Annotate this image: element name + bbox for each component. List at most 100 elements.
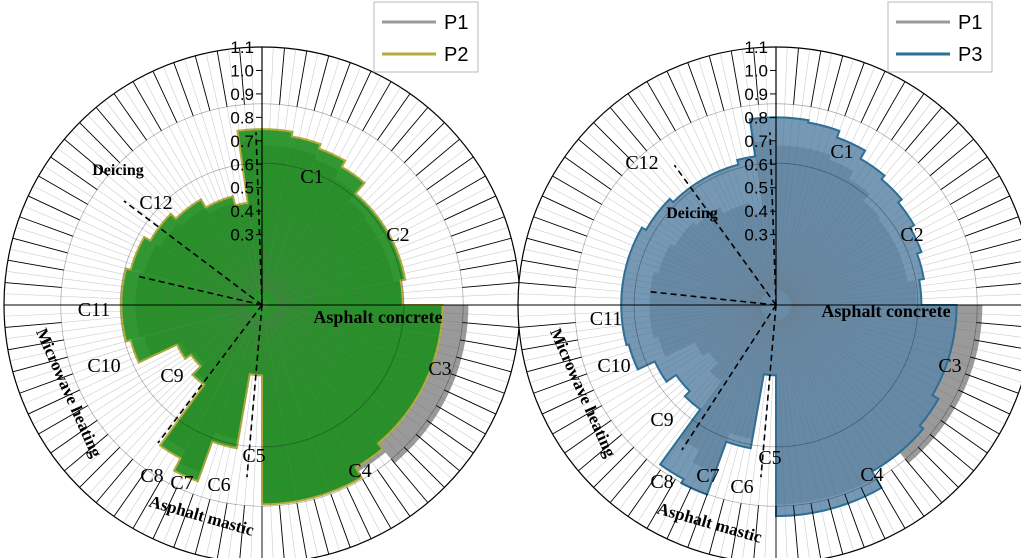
bar-p3 xyxy=(776,253,924,305)
spoke-fine xyxy=(273,130,453,295)
bar-p3 xyxy=(621,305,776,346)
bar-p3 xyxy=(776,279,922,305)
spoke-fine xyxy=(33,311,249,425)
legend-label: P3 xyxy=(958,44,982,66)
spoke-major xyxy=(593,446,635,488)
bar-p2 xyxy=(262,305,401,444)
spoke-fine xyxy=(23,310,248,405)
spoke-major xyxy=(687,493,708,548)
spoke-major xyxy=(958,195,1011,221)
spoke-major xyxy=(444,195,497,221)
category-label: C4 xyxy=(860,464,883,486)
category-labels: C1 C2 C3 C4 C5 C6 C7 C8 C9 C10 C11 C12 xyxy=(78,166,452,496)
bar-p3 xyxy=(684,305,776,410)
bar-p3 xyxy=(776,305,954,367)
spoke-fine xyxy=(267,66,362,291)
bar-p2 xyxy=(190,305,262,367)
spoke-fine xyxy=(273,315,453,480)
radial-spokes xyxy=(518,47,1021,558)
spoke-major xyxy=(578,434,623,472)
spoke-fine xyxy=(547,311,763,425)
bar-p2 xyxy=(262,255,406,305)
category-label: C6 xyxy=(207,474,230,496)
spoke-fine xyxy=(4,305,247,317)
spoke-major xyxy=(152,70,178,123)
category-label: C5 xyxy=(758,447,781,469)
spoke-fine xyxy=(184,58,258,291)
category-label: C7 xyxy=(170,472,193,494)
spoke-major xyxy=(860,70,886,123)
spoke-major xyxy=(810,503,822,558)
spoke-major xyxy=(19,373,74,394)
spoke-fine xyxy=(529,309,762,383)
spoke-major xyxy=(7,259,64,271)
spoke-fine xyxy=(777,320,810,558)
bar-p2 xyxy=(175,199,262,305)
spoke-fine xyxy=(781,319,876,544)
bar-p2 xyxy=(262,305,331,502)
spoke-fine xyxy=(788,166,994,297)
bar-p3 xyxy=(676,305,776,392)
spoke-fine xyxy=(676,66,771,291)
spoke-fine xyxy=(267,319,362,544)
spoke-fine xyxy=(15,309,248,383)
bar-p3 xyxy=(776,305,939,426)
spoke-major xyxy=(450,216,505,237)
spoke-major xyxy=(194,55,211,111)
spoke-major xyxy=(964,373,1019,394)
spoke-major xyxy=(976,322,1021,327)
legend-box xyxy=(373,1,479,73)
bar-p2 xyxy=(262,305,440,367)
spoke-major xyxy=(239,47,245,105)
spoke-major xyxy=(627,469,661,517)
spoke-fine xyxy=(791,306,1021,338)
legend-box xyxy=(887,1,993,73)
spoke-major xyxy=(970,356,1021,372)
spoke-fine xyxy=(142,318,256,534)
bar-p3 xyxy=(776,305,924,453)
spoke-fine xyxy=(518,293,761,305)
spoke-major xyxy=(541,389,594,415)
bar-p3 xyxy=(646,198,776,305)
bar-p2 xyxy=(130,236,262,305)
spoke-major xyxy=(330,62,351,117)
category-label: C3 xyxy=(428,358,451,380)
bar-p3 xyxy=(776,202,915,305)
bar-p2 xyxy=(249,305,262,376)
category-label: C7 xyxy=(696,465,719,487)
spoke-fine xyxy=(780,319,854,552)
spoke-major xyxy=(970,238,1021,254)
spoke-fine xyxy=(228,320,261,558)
tick-label: 0.8 xyxy=(230,108,254,127)
spoke-fine xyxy=(571,147,764,296)
spoke-fine xyxy=(276,227,509,301)
spoke-fine xyxy=(44,166,250,297)
spoke-fine xyxy=(123,317,254,523)
spoke-fine xyxy=(788,313,994,444)
spoke-fine xyxy=(270,317,401,523)
outline-p2 xyxy=(120,128,444,506)
spoke-major xyxy=(753,47,759,105)
bar-p2 xyxy=(205,196,262,305)
spoke-major xyxy=(687,62,708,117)
spoke-major xyxy=(456,237,512,254)
spoke-fine xyxy=(547,185,763,299)
spoke-fine xyxy=(15,227,248,301)
spoke-fine xyxy=(790,205,1015,300)
bar-p2 xyxy=(262,148,346,305)
spoke-fine xyxy=(268,318,382,534)
spoke-fine xyxy=(790,309,1021,383)
bar-p2 xyxy=(262,305,432,396)
spoke-fine xyxy=(265,320,319,557)
bar-p3 xyxy=(776,117,809,305)
spoke-major xyxy=(533,216,588,237)
spoke-major xyxy=(564,156,612,190)
spoke-fine xyxy=(205,320,259,557)
spoke-major xyxy=(79,122,121,164)
spoke-major xyxy=(64,138,109,176)
category-label: C9 xyxy=(650,409,673,431)
spoke-major xyxy=(113,469,147,517)
bar-p2 xyxy=(192,305,262,385)
category-label: C11 xyxy=(78,299,111,321)
